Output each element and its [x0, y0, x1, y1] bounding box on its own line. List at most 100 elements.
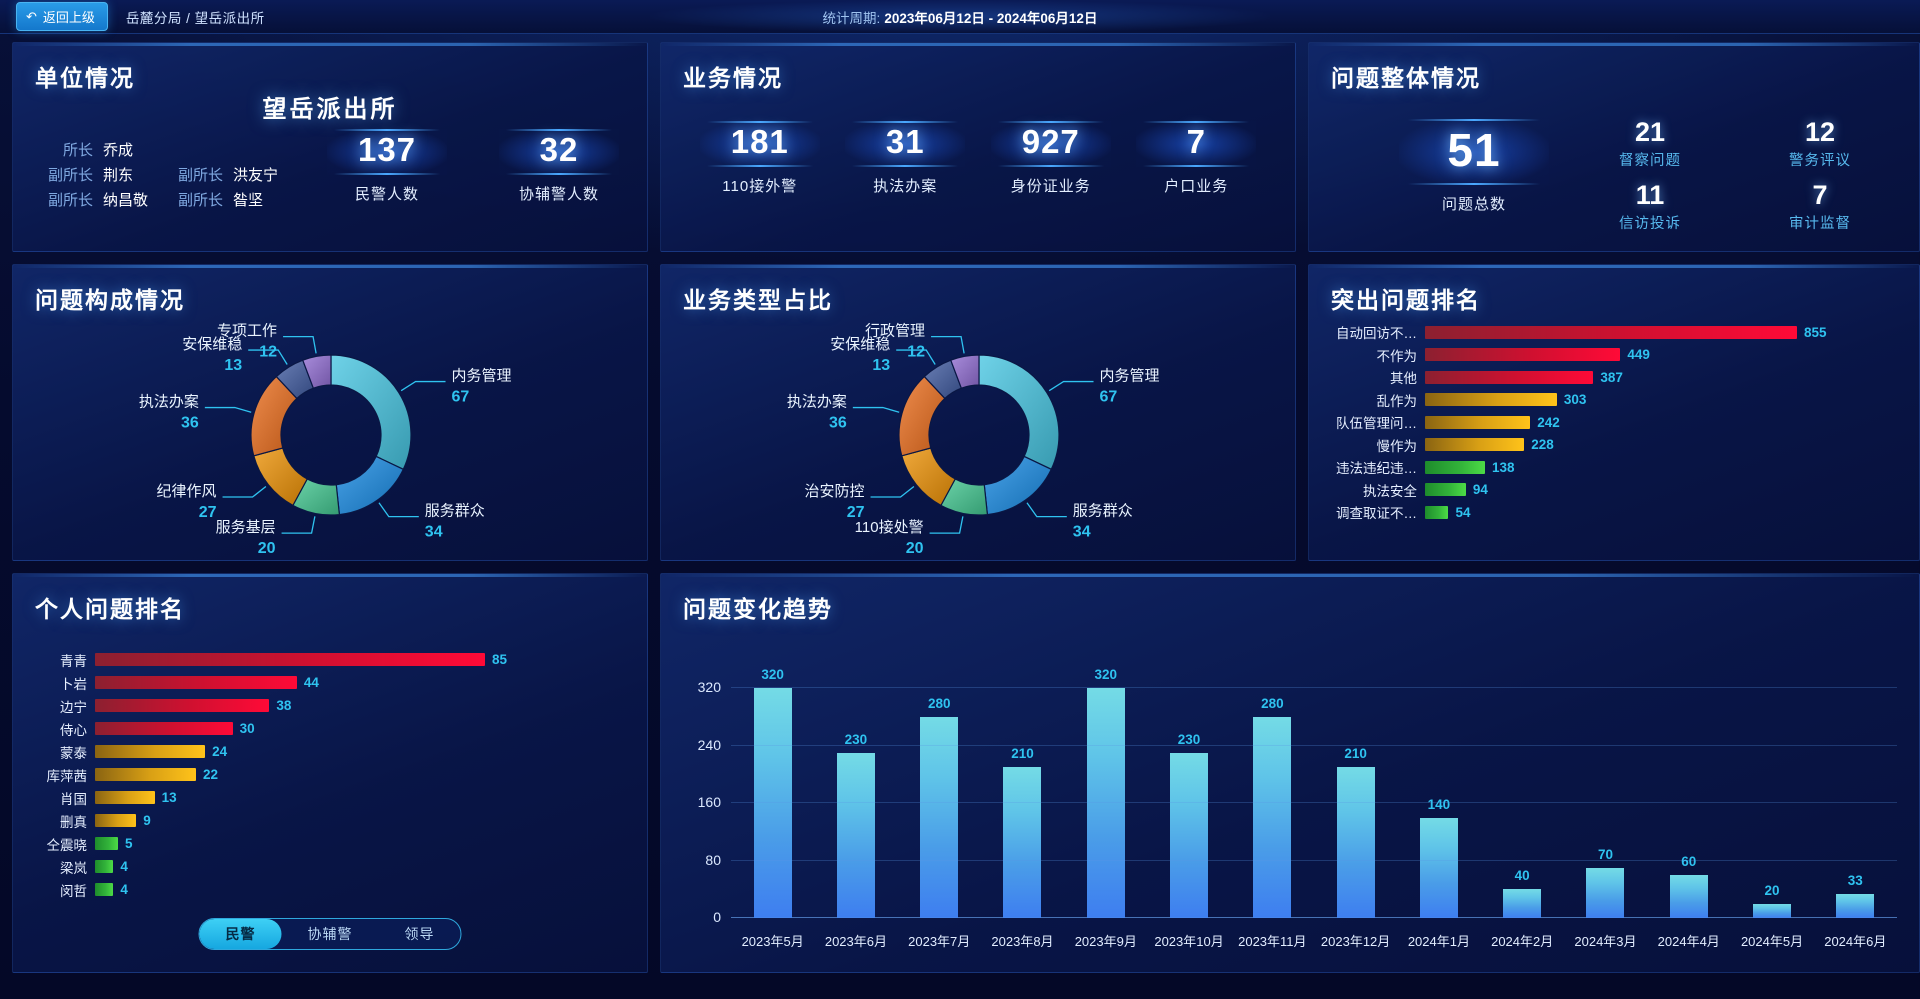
bar-row[interactable]: 队伍管理问… 242	[1325, 411, 1903, 434]
bar-value: 138	[1492, 459, 1515, 475]
bar-row[interactable]: 不作为 449	[1325, 344, 1903, 367]
bar-value: 94	[1472, 482, 1488, 498]
leader-title: 副所长	[177, 167, 223, 184]
gridline: 160	[698, 794, 1897, 810]
x-axis-label: 2023年7月	[908, 934, 971, 949]
bar-category-label: 蒙泰	[60, 745, 87, 761]
bar-row[interactable]: 删真 9	[29, 809, 627, 832]
breadcrumb[interactable]: 岳麓分局 / 望岳派出所	[125, 10, 265, 26]
bar-track: 13	[95, 790, 627, 805]
unit-stat-value-wrap: 32	[499, 129, 619, 175]
trend-bar-slot[interactable]: 210	[981, 674, 1064, 918]
business-type-donut-svg: 内务管理 67 服务群众 34 110接处警 20 治安防控 27 执法办案 36 安保维稳 13 行政…	[787, 323, 1160, 557]
bar-row[interactable]: 仝震晓 5	[29, 832, 627, 855]
x-axis-label: 2023年5月	[741, 934, 804, 949]
x-axis-label: 2024年4月	[1657, 934, 1720, 949]
leader-name: 荆东	[103, 167, 134, 184]
role-toggle-item[interactable]: 领导	[404, 926, 435, 942]
x-axis-label: 2024年5月	[1740, 934, 1804, 949]
bar-row[interactable]: 执法安全 94	[1325, 479, 1903, 502]
role-toggle-item[interactable]: 协辅警	[307, 926, 353, 942]
bar-category-label: 删真	[60, 814, 87, 830]
personal-problems-title: 个人问题排名	[35, 596, 185, 622]
bar-category-label: 不作为	[1376, 348, 1418, 364]
trend-bar-slot[interactable]: 280	[898, 674, 981, 918]
donut-slice[interactable]	[978, 354, 1060, 471]
bar-row[interactable]: 肖国 13	[29, 786, 627, 809]
bar-row[interactable]: 边宁 38	[29, 694, 627, 717]
trend-bar-slot[interactable]: 140	[1397, 674, 1480, 918]
problem-trend-panel: 问题变化趋势 320 230 280 210 320 230 280 210 140 40 70 60…	[660, 573, 1920, 973]
trend-bar-slot[interactable]: 230	[1147, 674, 1230, 918]
trend-bar-slot[interactable]: 20	[1730, 674, 1813, 918]
personal-problems-role-toggle[interactable]: 民警 协辅警 领导	[198, 918, 462, 950]
bar-row[interactable]: 闵哲 4	[29, 878, 627, 901]
trend-bar-slot[interactable]: 230	[814, 674, 897, 918]
bar-row[interactable]: 梁岚 4	[29, 855, 627, 878]
trend-bar	[1336, 767, 1375, 918]
bar-row[interactable]: 库萍茜 22	[29, 763, 627, 786]
trend-bar-slot[interactable]: 40	[1481, 674, 1564, 918]
donut-slice[interactable]	[949, 354, 980, 389]
bar-track: 24	[95, 744, 627, 759]
bar-row[interactable]: 卜岩 44	[29, 671, 627, 694]
problem-total-stat: 51 问题总数	[1399, 119, 1549, 214]
bar-value: 85	[492, 652, 508, 667]
unit-stat-label: 协辅警人数	[518, 186, 599, 203]
bar-value: 13	[161, 790, 177, 805]
trend-bar-value: 320	[761, 667, 784, 683]
bar-row[interactable]: 慢作为 228	[1325, 434, 1903, 457]
back-button[interactable]: ↶ 返回上级	[16, 2, 108, 31]
personal-problems-chart: 青青 85 卜岩 44 边宁 38 侍心 30 蒙泰 24 库萍茜 22 肖国 13 删真 9 仝震晓 5 梁岚 4 闵…	[29, 648, 627, 901]
donut-label: 专项工作	[217, 323, 277, 340]
donut-slice[interactable]	[330, 354, 412, 471]
leader-entry: 所长 乔成	[31, 138, 161, 163]
bar-fill	[1425, 438, 1525, 452]
business-stat-value-wrap: 927	[990, 121, 1111, 167]
bar-row[interactable]: 乱作为 303	[1325, 389, 1903, 412]
business-stat-label: 身份证业务	[1010, 178, 1091, 195]
donut-leader-line	[931, 335, 965, 354]
bar-track: 4	[95, 859, 627, 874]
donut-slice[interactable]	[335, 455, 405, 516]
bar-row[interactable]: 侍心 30	[29, 717, 627, 740]
leader-name: 纳昌敬	[103, 192, 149, 209]
trend-bar-slot[interactable]: 33	[1814, 674, 1897, 918]
donut-leader-line	[1026, 502, 1067, 518]
bar-track: 138	[1425, 460, 1903, 475]
bar-track: 22	[95, 767, 627, 782]
donut-slice[interactable]	[301, 354, 332, 389]
business-stat-value-wrap: 31	[845, 121, 966, 167]
bar-row[interactable]: 青青 85	[29, 648, 627, 671]
donut-value: 12	[907, 344, 925, 361]
leader-title: 副所长	[47, 192, 93, 209]
trend-bar-slot[interactable]: 70	[1564, 674, 1647, 918]
problem-sub-label: 审计监督	[1789, 216, 1851, 232]
business-panel-title: 业务情况	[683, 65, 783, 91]
trend-bar-value: 40	[1514, 868, 1530, 884]
bar-fill	[1425, 393, 1557, 407]
donut-label: 执法办案	[787, 393, 847, 411]
bar-track: 44	[95, 675, 627, 690]
role-toggle-active[interactable]: 民警	[199, 919, 282, 949]
back-arrow-icon: ↶	[26, 9, 37, 24]
leader-entry: 副所长 昝坚	[161, 188, 291, 213]
donut-slice[interactable]	[983, 455, 1053, 516]
bar-row[interactable]: 调查取证不… 54	[1325, 501, 1903, 524]
bar-row[interactable]: 其他 387	[1325, 366, 1903, 389]
trend-bar-slot[interactable]: 210	[1314, 674, 1397, 918]
bar-value: 9	[143, 813, 151, 828]
donut-value: 27	[847, 504, 865, 521]
bar-category-label: 侍心	[60, 722, 87, 738]
bar-row[interactable]: 自动回访不… 855	[1325, 321, 1903, 344]
bar-track: 94	[1425, 482, 1903, 497]
gridline: 240	[698, 737, 1897, 753]
bar-row[interactable]: 蒙泰 24	[29, 740, 627, 763]
donut-label: 安保维稳	[830, 336, 890, 353]
trend-bar-slot[interactable]: 320	[731, 667, 814, 918]
bar-row[interactable]: 违法违纪违… 138	[1325, 456, 1903, 479]
leader-title: 所长	[62, 142, 93, 159]
trend-bar-slot[interactable]: 60	[1647, 674, 1730, 918]
trend-bar-slot[interactable]: 280	[1231, 674, 1314, 918]
trend-bar-slot[interactable]: 320	[1064, 667, 1147, 918]
